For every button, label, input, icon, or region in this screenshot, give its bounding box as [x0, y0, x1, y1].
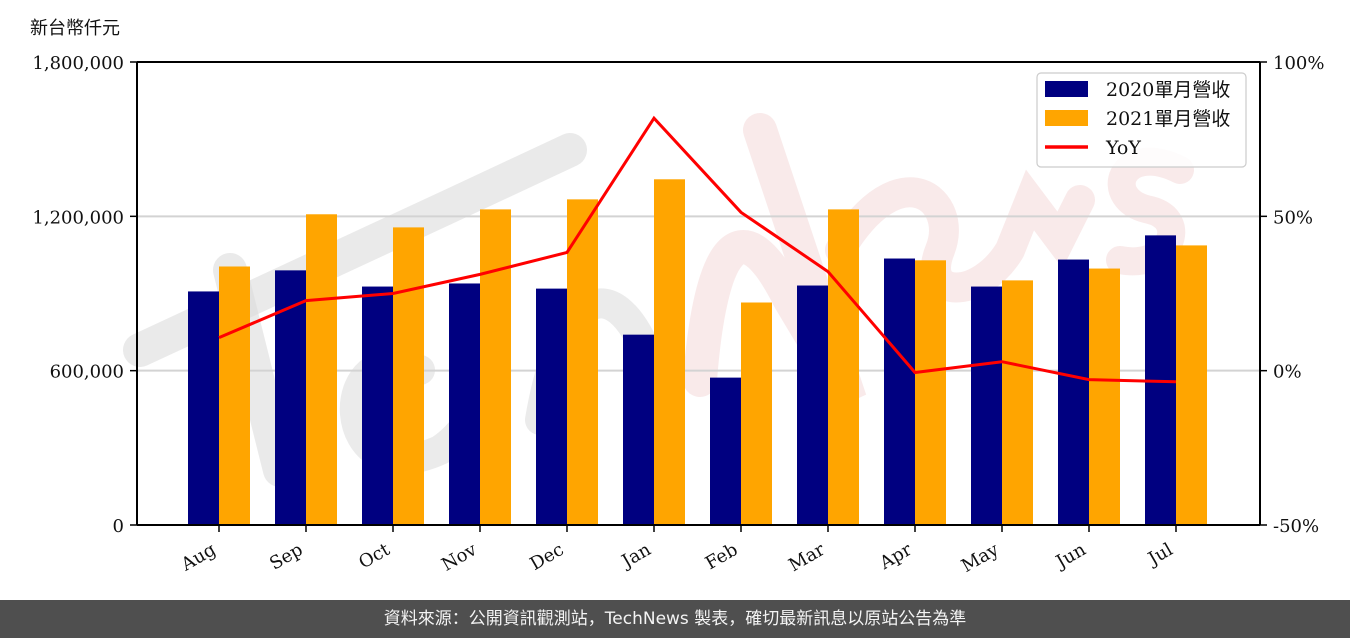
bar-2021單月營收-Jan — [654, 179, 685, 525]
svg-text:-50%: -50% — [1273, 516, 1319, 537]
bar-2021單月營收-Feb — [741, 302, 772, 525]
svg-text:50%: 50% — [1273, 207, 1313, 228]
source-footer: 資料來源：公開資訊觀測站，TechNews 製表，確切最新訊息以原站公告為準 — [0, 600, 1350, 638]
bar-2020單月營收-Feb — [710, 377, 741, 525]
svg-text:100%: 100% — [1273, 53, 1324, 74]
bar-2020單月營收-Aug — [188, 291, 219, 525]
revenue-chart: 0 600,000 1,200,000 1,800,000 -50% 0% 50% 100% A… — [32, 53, 1324, 577]
svg-text:0: 0 — [113, 516, 124, 537]
svg-text:Sep: Sep — [266, 539, 306, 574]
bar-2021單月營收-Sep — [306, 214, 337, 525]
svg-text:1,800,000: 1,800,000 — [32, 53, 124, 74]
bar-2021單月營收-Dec — [567, 199, 598, 525]
svg-text:Apr: Apr — [875, 539, 915, 574]
svg-text:Dec: Dec — [527, 539, 568, 575]
svg-text:YoY: YoY — [1105, 137, 1141, 159]
svg-text:Feb: Feb — [702, 539, 742, 574]
svg-text:May: May — [958, 539, 1003, 577]
y-axis-unit-label: 新台幣仟元 — [30, 18, 120, 39]
svg-text:2020單月營收: 2020單月營收 — [1106, 79, 1230, 101]
bar-2021單月營收-Aug — [219, 266, 250, 525]
bar-2020單月營收-May — [971, 286, 1002, 525]
svg-text:Nov: Nov — [438, 539, 481, 576]
bar-2020單月營收-Jun — [1058, 259, 1089, 525]
svg-text:Mar: Mar — [785, 539, 829, 576]
bar-2021單月營收-Jun — [1089, 268, 1120, 525]
bar-2020單月營收-Mar — [797, 285, 828, 525]
svg-text:Aug: Aug — [177, 539, 220, 576]
bar-2021單月營收-May — [1002, 280, 1033, 525]
bar-2020單月營收-Dec — [536, 288, 567, 525]
bar-2021單月營收-Oct — [393, 227, 424, 525]
svg-text:Jul: Jul — [1143, 539, 1177, 571]
bar-2020單月營收-Oct — [362, 286, 393, 525]
svg-text:Oct: Oct — [355, 539, 394, 574]
svg-text:2021單月營收: 2021單月營收 — [1106, 108, 1230, 130]
svg-text:600,000: 600,000 — [50, 362, 124, 383]
svg-text:1,200,000: 1,200,000 — [32, 207, 124, 228]
bar-2021單月營收-Nov — [480, 209, 511, 525]
svg-text:0%: 0% — [1273, 362, 1302, 383]
svg-text:Jan: Jan — [617, 539, 655, 573]
bar-2020單月營收-Nov — [449, 283, 480, 525]
bar-2020單月營收-Jan — [623, 334, 654, 525]
bar-2021單月營收-Apr — [915, 260, 946, 525]
yoy-line — [218, 115, 1177, 384]
svg-text:Jun: Jun — [1051, 539, 1090, 574]
bar-2021單月營收-Jul — [1176, 245, 1207, 525]
legend: 2020單月營收 2021單月營收 YoY — [1036, 72, 1247, 168]
bar-2021單月營收-Mar — [828, 209, 859, 525]
bar-2020單月營收-Apr — [884, 258, 915, 525]
